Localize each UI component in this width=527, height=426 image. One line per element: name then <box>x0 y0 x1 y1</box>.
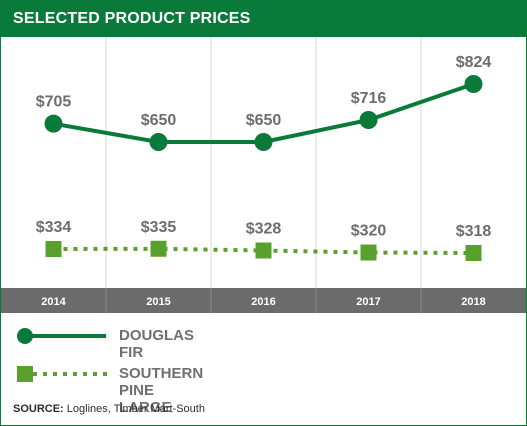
x-tick-label: 2016 <box>251 296 275 308</box>
data-point-southern-pine-large <box>360 244 377 261</box>
x-axis: 2014 2015 2016 2017 2018 <box>41 288 486 313</box>
chart-title: SELECTED PRODUCT PRICES <box>13 10 251 27</box>
legend-label-southern-pine: SOUTHERN PINE LARGE <box>119 365 204 416</box>
x-axis-band: 2014 2015 2016 2017 2018 <box>1 288 526 313</box>
data-point-douglas-fir <box>464 75 483 93</box>
data-label-southern-pine-large: $334 <box>36 219 72 236</box>
data-label-southern-pine-large: $328 <box>246 221 282 238</box>
data-label-southern-pine-large: $318 <box>456 223 492 240</box>
title-bar: SELECTED PRODUCT PRICES <box>1 1 526 37</box>
data-label-douglas-fir: $716 <box>351 90 387 107</box>
legend-swatch-douglas-fir <box>17 328 106 344</box>
data-point-southern-pine-large <box>150 240 167 257</box>
data-point-southern-pine-large <box>465 245 482 261</box>
source-text: Loglines, Timber Mart-South <box>66 403 205 415</box>
x-tick-label: 2015 <box>146 296 170 308</box>
source-note: SOURCE: Loglines, Timber Mart-South <box>13 403 205 415</box>
data-label-douglas-fir: $705 <box>36 94 72 111</box>
data-label-southern-pine-large: $320 <box>351 223 387 240</box>
line-chart: $705 $650 $650 $716 $824 $334 $335 $328 $320 $318 <box>36 37 492 288</box>
x-tick-label: 2018 <box>461 296 485 308</box>
data-point-southern-pine-large <box>255 242 272 259</box>
data-label-southern-pine-large: $335 <box>141 219 177 236</box>
data-label-douglas-fir: $650 <box>246 112 282 129</box>
data-label-douglas-fir: $650 <box>141 112 177 129</box>
data-point-douglas-fir <box>149 133 168 151</box>
data-point-southern-pine-large <box>45 241 62 257</box>
source-label: SOURCE: <box>13 403 64 415</box>
x-tick-label: 2014 <box>41 296 66 308</box>
legend-label-douglas-fir: DOUGLAS FIR <box>119 327 194 361</box>
data-label-douglas-fir: $824 <box>456 54 492 71</box>
data-point-douglas-fir <box>359 111 378 129</box>
x-tick-label: 2017 <box>356 296 380 308</box>
data-point-douglas-fir <box>254 133 273 151</box>
data-point-douglas-fir <box>44 114 63 133</box>
legend-swatch-southern-pine <box>17 366 109 382</box>
